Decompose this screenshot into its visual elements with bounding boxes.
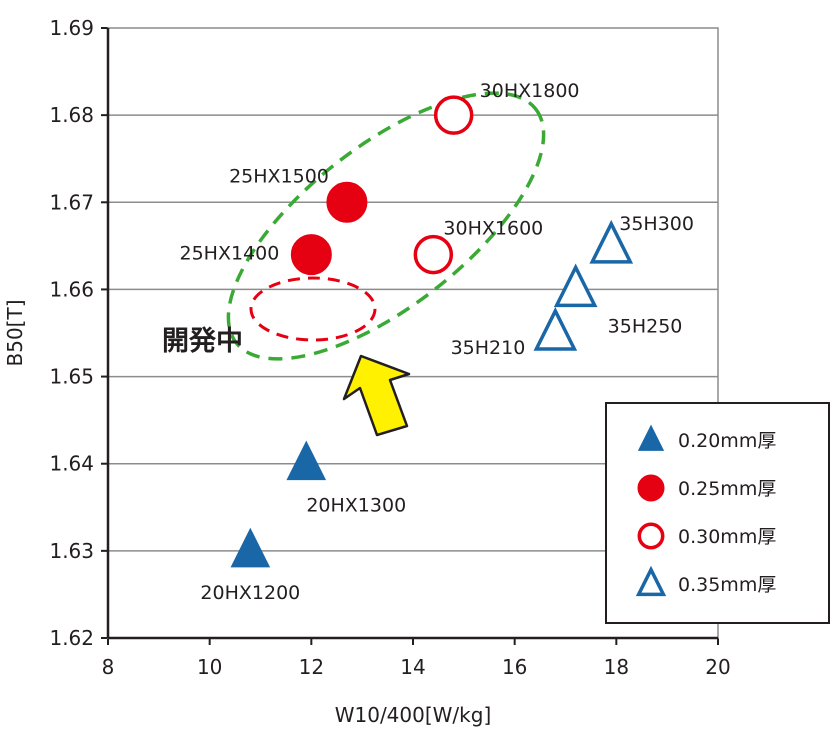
data-point-marker (290, 234, 332, 276)
green-dashed-ellipse (226, 91, 546, 361)
x-tick-label: 14 (400, 655, 425, 679)
data-point-label: 35H250 (608, 315, 683, 337)
x-tick-label: 8 (102, 655, 115, 679)
legend-marker (637, 424, 665, 451)
data-point-label: 20HX1300 (306, 495, 406, 517)
data-point-label: 25HX1500 (229, 165, 329, 187)
x-tick-label: 10 (197, 655, 222, 679)
data-point-label: 30HX1800 (480, 80, 580, 102)
y-tick-label: 1.66 (49, 277, 94, 301)
legend-marker (637, 474, 665, 502)
data-point-label: 30HX1600 (443, 218, 543, 240)
y-tick-label: 1.62 (49, 626, 94, 650)
red-dashed-ellipse (249, 276, 377, 342)
legend: 0.20mm厚 0.25mm厚 0.30mm厚 0.35mm厚 (605, 402, 830, 624)
x-tick-label: 20 (705, 655, 730, 679)
legend-entry-label: 0.35mm厚 (678, 574, 776, 596)
y-axis-title: B50[T] (3, 300, 27, 367)
x-axis-title: W10/400[W/kg] (335, 703, 492, 727)
data-point-label: 35H210 (451, 337, 526, 359)
legend-entry-label: 0.25mm厚 (678, 478, 776, 500)
axes (101, 27, 719, 645)
yellow-arrow (342, 354, 411, 437)
data-point-marker (433, 95, 474, 135)
y-tick-label: 1.67 (49, 190, 94, 214)
y-tick-label: 1.64 (49, 452, 94, 476)
legend-entry-label: 0.20mm厚 (678, 430, 776, 452)
y-tick-label: 1.63 (49, 539, 94, 563)
data-point-marker (533, 307, 578, 351)
y-tick-label: 1.68 (49, 103, 94, 127)
development-label: 開発中 (162, 326, 243, 357)
tick-labels: 1.62 1.63 1.64 1.65 1.66 1.67 1.68 1.69 8 10 12 14 1… (49, 16, 730, 679)
data-point-label: 35H300 (619, 213, 694, 235)
y-tick-label: 1.69 (49, 16, 94, 40)
legend-marker (637, 522, 665, 550)
x-tick-label: 16 (502, 655, 527, 679)
x-tick-label: 18 (604, 655, 629, 679)
data-point-marker (286, 440, 327, 481)
data-point-marker (230, 527, 271, 568)
data-point-marker (553, 263, 598, 308)
x-tick-label: 12 (299, 655, 324, 679)
data-points: 20HX1200 20HX1300 25HX1400 25HX1500 30HX1600… (179, 80, 693, 604)
legend-marker (635, 565, 667, 597)
y-tick-label: 1.65 (49, 365, 94, 389)
data-point-marker (413, 234, 454, 275)
data-point-marker (589, 219, 634, 264)
data-point-label: 20HX1200 (200, 582, 300, 604)
data-point-marker (326, 181, 368, 223)
legend-entry-label: 0.30mm厚 (678, 526, 776, 548)
data-point-label: 25HX1400 (179, 243, 279, 265)
annotations (226, 91, 546, 437)
